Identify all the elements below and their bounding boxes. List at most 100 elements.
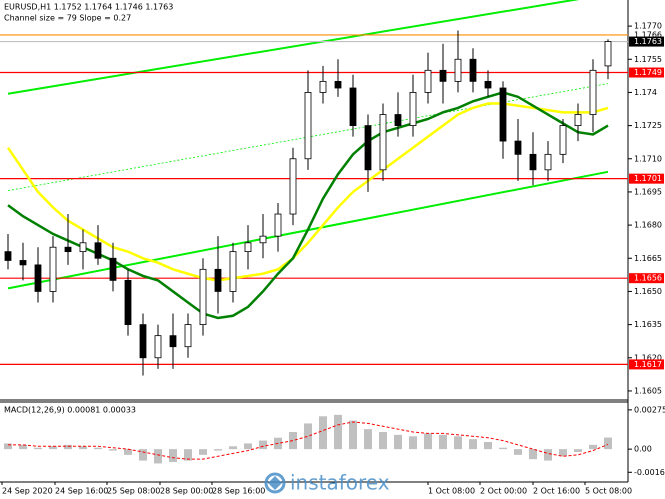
macd-bar (34, 447, 42, 450)
candle-body (214, 268, 222, 292)
candle-body (199, 268, 207, 325)
y-tick-label: 1.1680 (634, 221, 662, 230)
macd-bar (64, 444, 72, 450)
macd-bar (19, 444, 27, 450)
candle-body (364, 125, 372, 171)
x-tick-label: 5 Oct 08:00 (585, 487, 632, 496)
candle-body (49, 246, 57, 292)
candle-body (244, 242, 252, 253)
candle-body (454, 58, 462, 82)
candle-body (304, 92, 312, 160)
macd-bar (424, 433, 432, 450)
macd-bar (4, 443, 12, 450)
candle-body (229, 251, 237, 292)
level-label-bg (629, 36, 664, 47)
candle-body (79, 242, 87, 253)
macd-signal (8, 421, 609, 460)
candle-body (409, 92, 417, 126)
x-tick-label: 2 Oct 16:00 (533, 487, 580, 496)
price-panel (0, 0, 628, 376)
x-tick-label: 28 Sep 16:00 (212, 487, 265, 496)
level-label: 1.1766 (634, 30, 662, 39)
candle-body (604, 41, 612, 67)
macd-bar (94, 447, 102, 450)
level-label: 1.1617 (634, 360, 662, 369)
candle-body (574, 114, 582, 126)
macd-bar (544, 449, 552, 461)
macd-bar (559, 449, 567, 457)
y-tick-label: 1.1635 (634, 320, 662, 329)
watermark: instaforex (264, 471, 390, 495)
candle-body (589, 69, 597, 115)
candle-body (64, 246, 72, 253)
macd-bar (49, 446, 57, 450)
x-tick-label: 24 Sep 16:00 (55, 487, 108, 496)
macd-bar (409, 436, 417, 450)
candle-body (4, 251, 12, 261)
y-tick-label: 1.1725 (634, 121, 662, 130)
x-tick-label: 28 Sep 00:00 (160, 487, 213, 496)
y-tick-label: 1.1710 (634, 154, 662, 163)
macd-bar (139, 449, 147, 461)
macd-bar (199, 449, 207, 455)
y-tick-label: 1.1755 (634, 55, 662, 64)
candle-body (439, 69, 447, 82)
macd-bar (574, 449, 582, 452)
level-label-bg (629, 67, 664, 78)
watermark-logo (268, 476, 282, 490)
candle-body (19, 260, 27, 266)
candle-body (559, 125, 567, 155)
chart-subheader: Channel size = 79 Slope = 0.27 (4, 14, 131, 23)
candle-body (274, 213, 282, 237)
axes: 1.1770 1.1755 1.174 1.1725 1.1710 1.1695 1.168… (1, 22, 665, 496)
macd-bar (604, 437, 612, 450)
macd-bar (589, 444, 597, 450)
macd-bar (469, 439, 477, 450)
macd-bar (439, 434, 447, 450)
watermark-logo (264, 472, 286, 494)
candle-body (109, 257, 117, 281)
y-tick-label: 0.00 (634, 445, 652, 454)
candle-body (319, 80, 327, 93)
macd-bar (229, 446, 237, 450)
moving-average (7, 91, 609, 320)
candle-body (259, 235, 267, 244)
macd-bar (364, 429, 372, 450)
macd-bar (394, 434, 402, 450)
candle-body (484, 80, 492, 89)
y-tick-label: 1.1665 (634, 254, 662, 263)
macd-bar (529, 449, 537, 460)
y-tick-label: 0.00275 (634, 405, 665, 414)
candle-body (184, 324, 192, 348)
candle-body (469, 58, 477, 82)
candle-body (349, 87, 357, 126)
macd-bar (184, 449, 192, 461)
macd-bar (454, 436, 462, 450)
level-label-bg (629, 173, 664, 184)
moving-average (6, 102, 609, 282)
y-tick-label: 1.1695 (634, 187, 662, 196)
macd-bar (499, 447, 507, 450)
macd-bar (169, 449, 177, 462)
level-label: 1.1656 (634, 274, 662, 283)
candle-body (334, 80, 342, 89)
y-tick-label: 1.1650 (634, 287, 662, 296)
level-label-bg (629, 359, 664, 370)
channel-upper (7, 0, 580, 95)
candle-body (394, 114, 402, 126)
macd-title: MACD(12,26,9) 0.00081 0.00033 (4, 406, 136, 415)
macd-bar (349, 420, 357, 450)
macd-bar (289, 432, 297, 450)
macd-bar (304, 423, 312, 450)
macd-bar (319, 416, 327, 450)
macd-bar (379, 432, 387, 450)
y-tick-label: 1.1770 (634, 22, 662, 31)
candle-body (289, 158, 297, 215)
candle-body (169, 335, 177, 348)
macd-bar (79, 446, 87, 450)
macd-bar (514, 449, 522, 455)
level-label-bg (629, 29, 664, 40)
level-label: 1.1763 (634, 37, 662, 46)
y-tick-label: -0.00162 (634, 468, 665, 477)
